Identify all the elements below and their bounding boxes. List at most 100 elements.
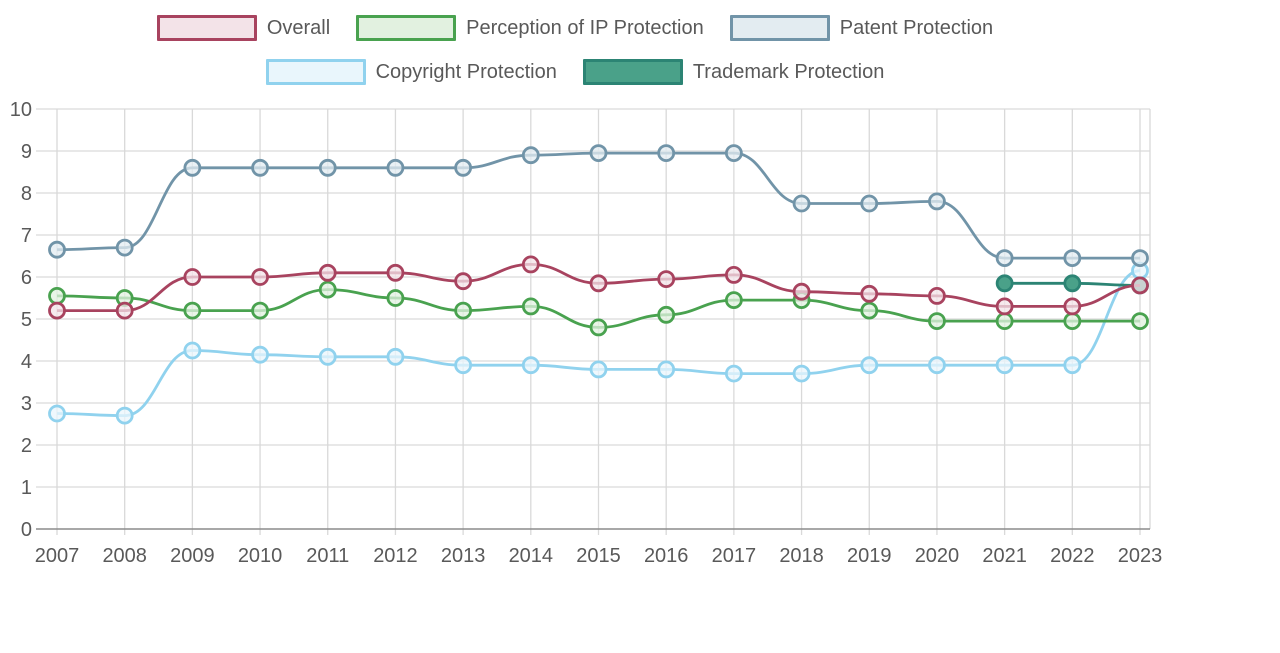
x-tick-label: 2019 [847,545,892,567]
series-patent-protection [48,144,1149,268]
x-tick-label: 2013 [441,545,486,567]
x-tick-label: 2017 [712,545,757,567]
legend-item-perception-of-ip-protection[interactable]: Perception of IP Protection [356,15,704,41]
y-tick-label: 4 [21,351,32,373]
x-tick-label: 2022 [1050,545,1095,567]
data-point-marker [318,263,337,282]
data-point-marker [115,301,134,320]
x-tick-label: 2020 [915,545,960,567]
data-point-marker [318,280,337,299]
legend-row: Copyright Protection Trademark Protection [0,58,1150,86]
data-point-marker [589,360,608,379]
data-point-marker [589,318,608,337]
data-point-marker [48,240,66,259]
y-tick-label: 0 [21,519,32,541]
x-tick-label: 2008 [102,545,147,567]
data-point-marker [183,158,202,177]
legend-item-trademark-protection[interactable]: Trademark Protection [582,59,885,85]
data-point-marker [928,312,946,331]
data-point-marker [724,291,743,310]
x-tick-label: 2021 [982,545,1027,567]
legend-item-patent-protection[interactable]: Patent Protection [729,15,994,41]
data-point-marker [183,268,202,286]
data-point-marker [860,356,879,375]
chart-legend: Overall Perception of IP Protection Patent… [0,14,1150,86]
data-point-marker [928,356,946,375]
data-point-marker [1131,312,1149,331]
y-tick-label: 5 [21,309,32,331]
y-tick-label: 10 [10,100,32,121]
y-tick-label: 6 [21,267,32,289]
data-point-marker [657,305,676,324]
data-point-marker [860,194,879,213]
data-point-marker [1063,297,1082,316]
y-tick-label: 7 [21,225,32,247]
data-point-marker [183,301,202,320]
y-tick-label: 1 [21,477,32,499]
data-point-marker [860,301,879,320]
y-tick-label: 9 [21,141,32,163]
legend-item-overall[interactable]: Overall [156,15,331,41]
legend-label: Patent Protection [839,16,994,39]
x-tick-label: 2011 [306,545,349,567]
data-point-marker [454,272,473,291]
x-tick-label: 2009 [170,545,215,567]
data-point-marker [657,360,676,379]
data-point-marker [521,297,540,316]
data-point-marker [251,301,269,320]
x-tick-label: 2016 [644,545,689,567]
data-point-marker [724,364,743,383]
y-tick-label: 2 [21,435,32,457]
series-perception-of-ip-protection [48,280,1149,337]
x-tick-label: 2023 [1118,545,1163,567]
series-copyright-protection [48,261,1149,425]
legend-swatch-icon [156,15,257,41]
data-point-marker [928,286,946,305]
legend-label: Perception of IP Protection [466,16,704,39]
data-point-marker [251,268,269,286]
data-point-marker [386,289,405,307]
legend-label: Trademark Protection [692,60,885,83]
data-point-marker [928,192,946,211]
data-point-marker [454,158,473,177]
legend-swatch-icon [582,59,683,85]
y-tick-label: 8 [21,183,32,205]
data-point-marker [454,301,473,320]
legend-swatch-icon [265,59,366,85]
data-point-marker [521,255,540,274]
data-point-marker [115,406,134,425]
data-point-marker [318,158,337,177]
data-point-marker [995,312,1014,331]
data-point-marker [1131,249,1149,268]
data-point-marker [386,158,405,177]
legend-label: Overall [266,16,331,39]
data-point-marker [657,144,676,162]
data-point-marker [454,356,473,375]
x-tick-label: 2014 [509,545,554,567]
x-tick-label: 2018 [779,545,824,567]
line-chart: 0 1 2 3 4 5 6 7 8 9 10 2007 2008 2009 2010 2011 2012 2013… [10,99,1163,567]
data-point-marker [1063,356,1082,375]
legend-swatch-icon [356,15,457,41]
data-point-marker [115,238,134,257]
data-point-marker [1063,274,1082,293]
data-point-marker [251,158,269,177]
data-point-marker [995,274,1014,293]
data-point-marker [318,347,337,366]
data-point-marker [724,144,743,162]
data-point-marker [657,270,676,289]
data-point-marker [183,341,202,360]
data-point-marker [792,282,811,301]
legend-item-copyright-protection[interactable]: Copyright Protection [265,59,557,85]
data-point-marker [1063,312,1082,331]
x-tick-label: 2010 [238,545,283,567]
legend-swatch-icon [729,15,830,41]
data-point-marker [860,284,879,303]
data-point-marker [589,144,608,162]
legend-label: Copyright Protection [375,60,557,83]
legend-row: Overall Perception of IP Protection Patent… [0,14,1150,42]
data-point-marker [1131,276,1149,295]
data-point-marker [995,249,1014,268]
data-point-marker [386,347,405,366]
data-point-marker [386,263,405,282]
